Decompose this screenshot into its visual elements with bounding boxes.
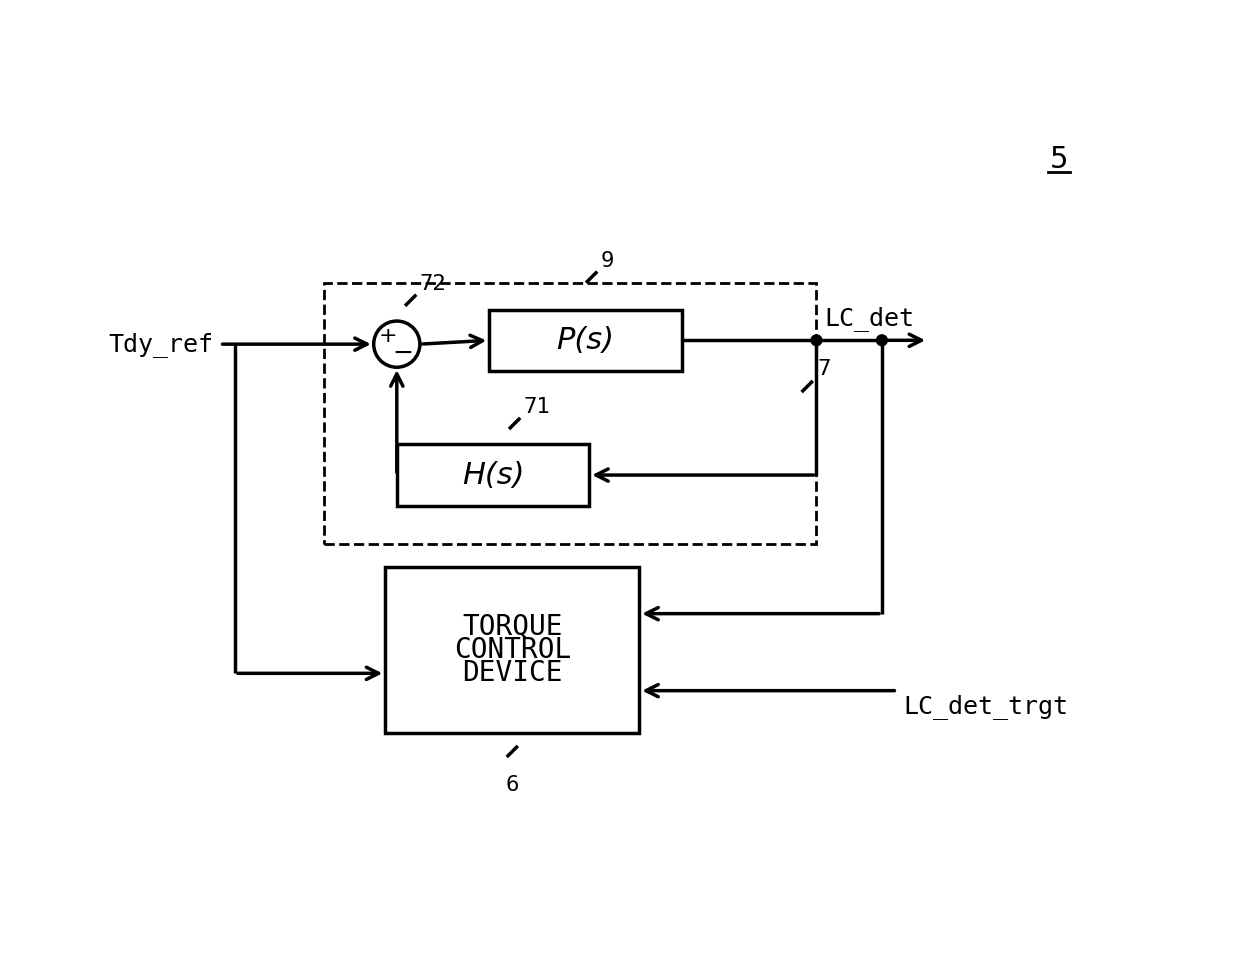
Text: 72: 72 (420, 274, 446, 294)
Text: LC_det_trgt: LC_det_trgt (904, 694, 1069, 720)
Text: H(s): H(s) (461, 460, 525, 489)
Bar (397, 445, 589, 506)
Bar (386, 567, 640, 733)
Text: +: + (378, 327, 397, 346)
Text: Tdy_ref: Tdy_ref (109, 332, 213, 357)
Text: 7: 7 (818, 359, 831, 379)
Text: 6: 6 (506, 775, 520, 796)
Text: TORQUE: TORQUE (463, 613, 563, 642)
Text: DEVICE: DEVICE (463, 659, 563, 687)
Text: CONTROL: CONTROL (454, 637, 570, 664)
Circle shape (811, 334, 822, 346)
Bar (490, 309, 682, 371)
Text: 9: 9 (601, 251, 614, 271)
Bar (324, 283, 816, 544)
Circle shape (877, 334, 888, 346)
Text: LC_det: LC_det (825, 306, 914, 332)
Text: P(s): P(s) (557, 326, 615, 355)
Text: −: − (392, 341, 413, 366)
Text: 5: 5 (1050, 145, 1068, 174)
Text: 71: 71 (523, 397, 551, 417)
